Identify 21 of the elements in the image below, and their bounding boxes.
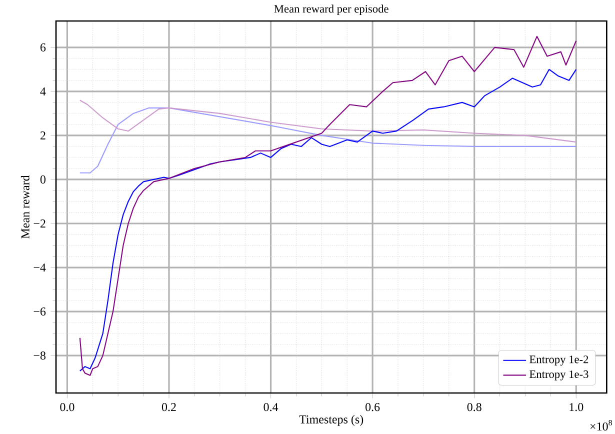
y-tick-label: −6 bbox=[34, 308, 46, 316]
x-axis-title: Timesteps (s) bbox=[299, 415, 364, 426]
x-tick-label: 0.6 bbox=[366, 403, 380, 412]
y-tick-label: 6 bbox=[40, 43, 46, 52]
x-tick-label: 0.8 bbox=[467, 403, 482, 412]
y-tick-label: 0 bbox=[40, 175, 46, 184]
legend-label: Entropy 1e-3 bbox=[530, 370, 588, 380]
x-tick-label: 0.4 bbox=[264, 403, 278, 412]
legend-label: Entropy 1e-2 bbox=[530, 356, 588, 366]
x-tick-label: 0.0 bbox=[60, 403, 74, 412]
y-tick-label: −8 bbox=[34, 352, 46, 360]
y-tick-label: 2 bbox=[40, 131, 46, 140]
text: ×10$^{8}$ bbox=[590, 420, 612, 431]
x-tick-label: 1.0 bbox=[570, 403, 584, 412]
y-tick-label: −2 bbox=[34, 220, 46, 228]
chart-title: Mean reward per episode bbox=[274, 4, 388, 15]
line-series bbox=[79, 100, 577, 143]
y-tick-label: 4 bbox=[40, 87, 46, 96]
y-tick-label: −4 bbox=[34, 264, 46, 272]
x-tick-label: 0.2 bbox=[162, 403, 176, 412]
y-axis-title: Mean reward bbox=[20, 175, 30, 238]
